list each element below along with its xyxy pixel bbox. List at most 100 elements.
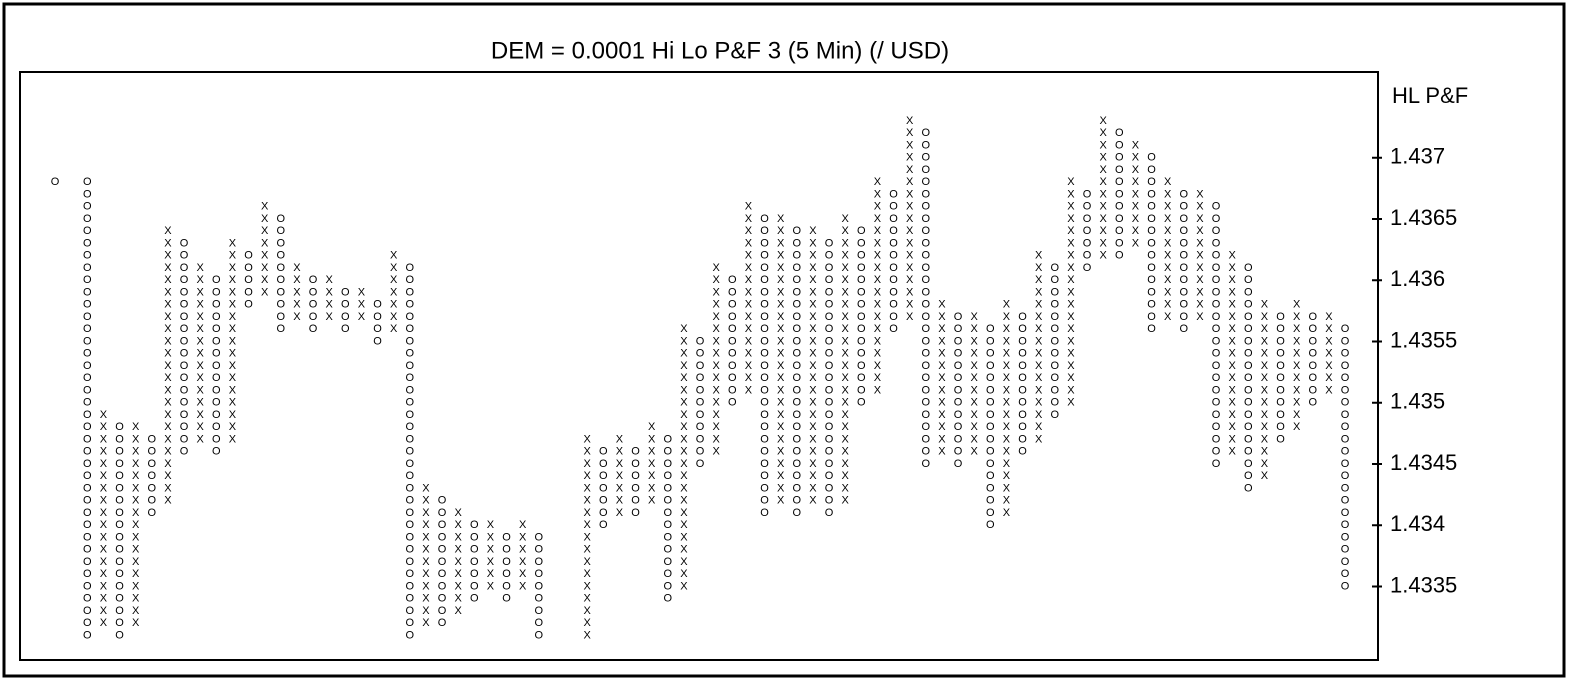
- box-symbol: O: [1147, 225, 1156, 237]
- box-symbol: X: [390, 250, 398, 262]
- box-symbol: X: [1228, 299, 1236, 311]
- box-symbol: X: [938, 397, 946, 409]
- box-symbol: O: [792, 421, 801, 433]
- box-symbol: O: [147, 470, 156, 482]
- box-symbol: X: [1099, 164, 1107, 176]
- box-symbol: O: [1244, 470, 1253, 482]
- box-symbol: O: [825, 372, 834, 384]
- box-symbol: O: [986, 372, 995, 384]
- box-symbol: O: [470, 556, 479, 568]
- box-symbol: O: [1212, 360, 1221, 372]
- box-symbol: O: [1244, 274, 1253, 286]
- box-symbol: O: [180, 323, 189, 335]
- box-symbol: O: [954, 433, 963, 445]
- box-symbol: X: [809, 299, 817, 311]
- box-symbol: X: [583, 556, 591, 568]
- box-symbol: O: [405, 629, 414, 641]
- box-symbol: O: [115, 544, 124, 556]
- box-symbol: O: [954, 458, 963, 470]
- box-symbol: O: [760, 458, 769, 470]
- box-symbol: X: [229, 250, 237, 262]
- box-symbol: O: [825, 470, 834, 482]
- box-symbol: O: [1179, 311, 1188, 323]
- box-symbol: O: [83, 250, 92, 262]
- box-symbol: O: [792, 237, 801, 249]
- box-symbol: X: [777, 495, 785, 507]
- box-symbol: X: [196, 262, 204, 274]
- box-symbol: O: [825, 274, 834, 286]
- box-symbol: O: [792, 507, 801, 519]
- box-symbol: X: [809, 458, 817, 470]
- box-symbol: O: [857, 348, 866, 360]
- box-symbol: X: [970, 372, 978, 384]
- box-symbol: X: [680, 384, 688, 396]
- box-symbol: O: [986, 495, 995, 507]
- box-symbol: X: [745, 262, 753, 274]
- box-symbol: X: [1228, 433, 1236, 445]
- box-symbol: X: [1099, 152, 1107, 164]
- box-symbol: O: [405, 568, 414, 580]
- box-symbol: O: [1083, 237, 1092, 249]
- box-symbol: X: [777, 397, 785, 409]
- box-symbol: X: [1003, 458, 1011, 470]
- box-symbol: X: [132, 458, 140, 470]
- box-symbol: X: [906, 237, 914, 249]
- box-symbol: X: [841, 311, 849, 323]
- box-symbol: O: [244, 250, 253, 262]
- box-symbol: O: [1244, 286, 1253, 298]
- box-symbol: X: [712, 311, 720, 323]
- box-symbol: X: [100, 617, 108, 629]
- box-symbol: X: [1099, 213, 1107, 225]
- box-symbol: O: [405, 323, 414, 335]
- box-symbol: O: [405, 274, 414, 286]
- box-symbol: O: [921, 458, 930, 470]
- box-symbol: O: [825, 299, 834, 311]
- box-symbol: O: [180, 274, 189, 286]
- box-symbol: O: [115, 605, 124, 617]
- box-symbol: X: [1261, 397, 1269, 409]
- box-symbol: X: [841, 348, 849, 360]
- box-symbol: X: [777, 213, 785, 225]
- box-symbol: X: [100, 593, 108, 605]
- box-symbol: X: [164, 286, 172, 298]
- box-symbol: O: [1341, 519, 1350, 531]
- box-symbol: O: [1115, 213, 1124, 225]
- box-symbol: O: [792, 348, 801, 360]
- box-symbol: O: [83, 495, 92, 507]
- box-symbol: O: [115, 507, 124, 519]
- box-symbol: X: [1196, 237, 1204, 249]
- box-symbol: X: [325, 299, 333, 311]
- box-symbol: X: [970, 384, 978, 396]
- box-symbol: X: [1003, 323, 1011, 335]
- box-symbol: O: [83, 470, 92, 482]
- box-symbol: O: [147, 495, 156, 507]
- box-symbol: O: [438, 495, 447, 507]
- box-symbol: X: [809, 421, 817, 433]
- box-symbol: X: [229, 286, 237, 298]
- box-symbol: X: [261, 250, 269, 262]
- box-symbol: O: [405, 617, 414, 629]
- box-symbol: X: [809, 250, 817, 262]
- box-symbol: O: [1244, 299, 1253, 311]
- box-symbol: X: [196, 397, 204, 409]
- box-symbol: X: [745, 384, 753, 396]
- box-symbol: X: [809, 360, 817, 372]
- box-symbol: X: [196, 421, 204, 433]
- box-symbol: O: [309, 311, 318, 323]
- box-symbol: X: [100, 458, 108, 470]
- box-symbol: X: [938, 323, 946, 335]
- box-symbol: O: [825, 446, 834, 458]
- box-symbol: X: [809, 348, 817, 360]
- box-symbol: O: [921, 335, 930, 347]
- box-symbol: O: [1244, 323, 1253, 335]
- box-symbol: X: [745, 348, 753, 360]
- box-symbol: X: [938, 335, 946, 347]
- box-symbol: X: [1035, 433, 1043, 445]
- box-symbol: X: [616, 507, 624, 519]
- box-symbol: O: [889, 188, 898, 200]
- box-symbol: X: [100, 495, 108, 507]
- box-symbol: X: [164, 458, 172, 470]
